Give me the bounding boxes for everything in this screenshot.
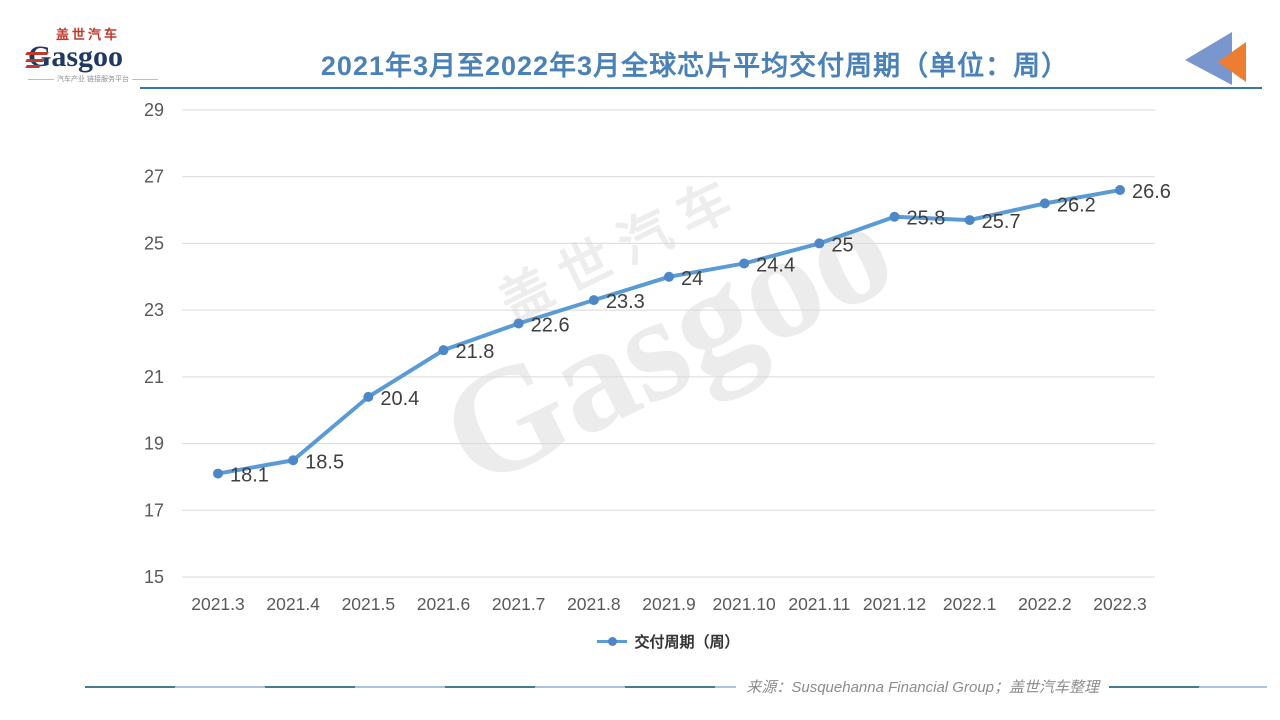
data-point	[588, 295, 599, 306]
x-tick-label: 2021.8	[567, 594, 621, 614]
x-tick-label: 2022.2	[1018, 594, 1072, 614]
gasgoo-logo: 盖世汽车 Gasgoo 汽车产业 链接服务平台	[25, 27, 158, 84]
y-tick-label: 29	[144, 100, 164, 120]
x-tick-label: 2021.4	[266, 594, 320, 614]
data-label: 25	[831, 234, 853, 256]
data-point	[739, 258, 750, 269]
y-tick-label: 23	[144, 300, 164, 320]
legend-line-marker-icon	[597, 637, 628, 646]
x-tick-label: 2021.12	[863, 594, 926, 614]
footer-rule-left	[85, 685, 737, 688]
data-label: 25.8	[907, 208, 946, 230]
logo-chinese-text: 盖世汽车	[56, 27, 121, 42]
logo-wordmark: Gasgoo	[25, 42, 158, 72]
y-tick-label: 19	[144, 434, 164, 454]
data-label: 25.7	[982, 211, 1021, 233]
y-tick-label: 21	[144, 367, 164, 387]
data-point	[438, 345, 449, 356]
line-chart: 15 17 19 21 23 25 27 29 2021.3 2021.4 2021.5 2021.6…	[144, 100, 1171, 614]
chart-legend: 交付周期（周）	[182, 631, 1155, 652]
chart-title: 2021年3月至2022年3月全球芯片平均交付周期（单位：周）	[320, 51, 1070, 81]
x-tick-label: 2022.3	[1093, 594, 1147, 614]
data-point	[664, 271, 674, 282]
data-label: 18.1	[230, 465, 269, 487]
data-label: 26.2	[1057, 194, 1096, 216]
data-label: 26.6	[1132, 181, 1171, 203]
y-tick-label: 17	[144, 500, 164, 520]
data-point	[1039, 198, 1050, 209]
x-tick-label: 2021.10	[713, 594, 777, 614]
data-point	[1115, 185, 1125, 196]
data-label: 18.5	[305, 451, 344, 473]
title-underline	[140, 87, 1262, 89]
y-tick-label: 15	[144, 567, 164, 587]
logo-tagline: 汽车产业 链接服务平台	[28, 74, 158, 84]
data-label: 24.4	[756, 254, 795, 276]
footer: 来源：Susquehanna Financial Group；盖世汽车整理	[85, 676, 1267, 697]
data-label: 21.8	[456, 341, 495, 363]
data-point	[288, 455, 299, 466]
data-point	[363, 391, 374, 402]
data-label: 23.3	[606, 291, 645, 313]
x-tick-label: 2021.9	[642, 594, 696, 614]
data-point	[513, 318, 524, 329]
logo-stripes-icon	[25, 52, 49, 68]
y-tick-label: 27	[144, 167, 164, 187]
data-point	[964, 215, 975, 226]
x-tick-label: 2021.3	[191, 594, 245, 614]
source-text: 来源：Susquehanna Financial Group；盖世汽车整理	[746, 679, 1099, 696]
y-tick-label: 25	[144, 233, 164, 253]
double-triangle-icon	[1185, 32, 1246, 85]
x-tick-label: 2021.11	[788, 594, 850, 614]
x-tick-label: 2021.6	[417, 594, 471, 614]
x-tick-label: 2021.5	[342, 594, 396, 614]
data-point	[814, 238, 825, 249]
x-tick-label: 2022.1	[943, 594, 997, 614]
data-label: 24	[681, 268, 703, 290]
data-label: 20.4	[380, 388, 419, 410]
footer-rule-right	[1109, 685, 1267, 688]
x-tick-label: 2021.7	[492, 594, 546, 614]
data-label: 22.6	[531, 314, 570, 336]
legend-label: 交付周期（周）	[634, 634, 740, 651]
data-point	[889, 211, 900, 222]
data-point	[213, 468, 223, 479]
